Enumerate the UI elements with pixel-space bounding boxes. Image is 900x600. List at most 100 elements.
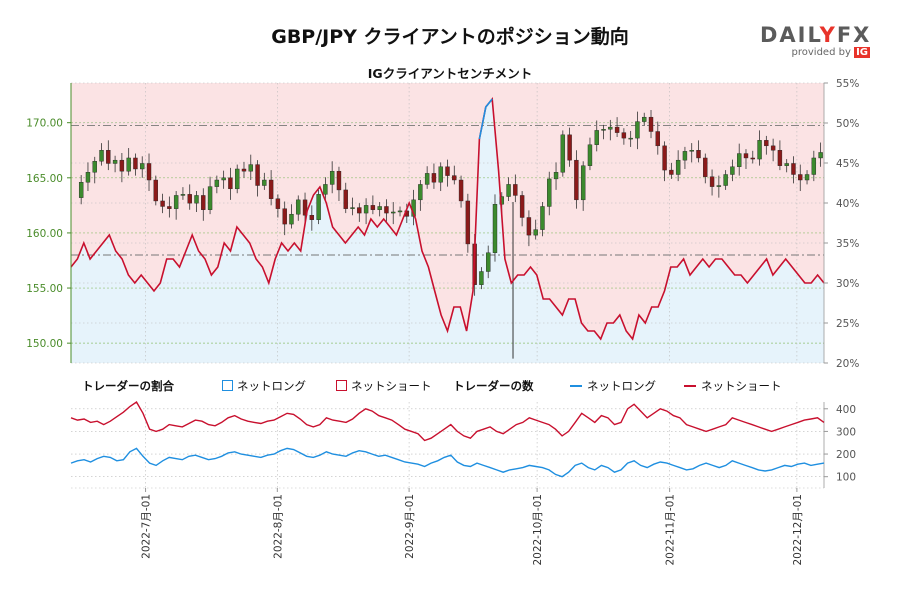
candle-body [689,150,694,152]
brand-wordmark: DAILYFX [760,23,872,47]
sentiment-tick-label: 35% [836,238,859,250]
candle-body [587,144,593,166]
candle-body [78,182,84,198]
sentiment-tick-label: 40% [836,198,859,210]
sentiment-tick-label: 45% [836,158,859,170]
candle-body [391,211,396,214]
candle-body [377,206,382,210]
candle-body [282,208,287,225]
candle-body [628,137,633,140]
candle-body [567,134,572,161]
candle-body [167,206,172,209]
date-tick-label: 2022-12月-01 [792,494,804,566]
sentiment-tick-label: 30% [836,278,859,290]
candle-body [492,204,498,253]
candle-body [533,229,538,236]
candle-body [770,145,776,151]
candle-body [737,153,742,167]
candle-body [363,205,369,214]
candle-body [370,205,376,210]
candle-body [675,159,681,175]
date-tick-label: 2022-7月-01 [141,494,153,559]
chart-title: GBP/JPY クライアントのポジション動向 [271,26,629,48]
candle-body [560,134,566,173]
dailyfx-logo: DAILYFX provided by IG [760,24,870,58]
candle-body [662,145,667,171]
candle-body [228,177,233,190]
candle-body [357,207,362,214]
candle-body [608,126,613,130]
count-tick-label: 400 [836,404,856,416]
candle-body [574,159,579,201]
candle-body [757,140,762,160]
candle-body [187,194,192,204]
candle-body [112,159,118,164]
candle-body [329,170,335,185]
candle-body [201,195,206,210]
candle-body [214,179,220,187]
candle-body [262,179,267,186]
candle-body [594,130,599,145]
candle-body [296,199,301,215]
candle-body [146,163,152,181]
candle-body [275,198,281,209]
candle-body [343,189,348,209]
candle-body [133,157,138,170]
candle-body [526,217,532,236]
price-tick-label: 160.00 [26,228,63,240]
candle-body [438,166,443,183]
grid-lines [71,82,824,488]
legend-count-short: ネットショート [684,378,782,394]
candle-body [99,150,104,162]
candle-body [85,172,91,183]
provided-by-text: provided by [791,47,851,58]
candle-body [730,166,735,175]
legend-ratio-short: ネットショート [336,378,432,394]
candle-body [140,163,145,170]
candle-body [723,174,728,186]
candle-body [513,184,518,196]
date-tick-label: 2022-11月-01 [665,494,677,566]
candle-body [642,116,647,122]
candle-body [119,159,125,172]
legend-count-title: トレーダーの数 [453,379,534,393]
candle-body [424,173,430,185]
candle-body [268,179,274,199]
candle-body [289,213,294,225]
candle-body [804,174,810,181]
candle-body [431,173,437,183]
legend-ratio-title: トレーダーの割合 [82,379,174,393]
candle-body [743,153,749,159]
candle-body [302,199,308,216]
net-short-count-line [70,400,825,442]
date-tick-label: 2022-10月-01 [532,494,544,566]
candle-body [553,172,559,180]
candle-body [540,206,545,230]
candle-body [709,176,715,187]
candles [78,110,823,296]
candle-body [397,210,403,213]
candle-body [764,140,769,147]
candle-body [791,163,796,175]
count-tick-label: 300 [836,426,856,438]
candle-body [173,195,179,209]
candle-body [682,151,688,161]
price-tick-label: 150.00 [26,338,63,350]
candle-body [798,174,803,181]
count-tick-label: 100 [836,472,856,484]
candle-body [655,131,660,147]
candle-body [350,207,355,209]
sentiment-tick-label: 25% [836,318,859,330]
candle-body [669,169,674,175]
candle-body [601,129,606,131]
sentiment-tick-label: 55% [836,78,859,90]
candle-body [547,178,552,207]
candle-body [235,168,240,190]
candle-body [207,186,213,210]
candle-body [635,121,640,139]
legend-ratio-long: ネットロング [222,378,306,394]
ig-logo: IG [854,47,870,58]
candle-body [486,252,491,272]
chart-subtitle: IGクライアントセンチメント [367,66,533,81]
